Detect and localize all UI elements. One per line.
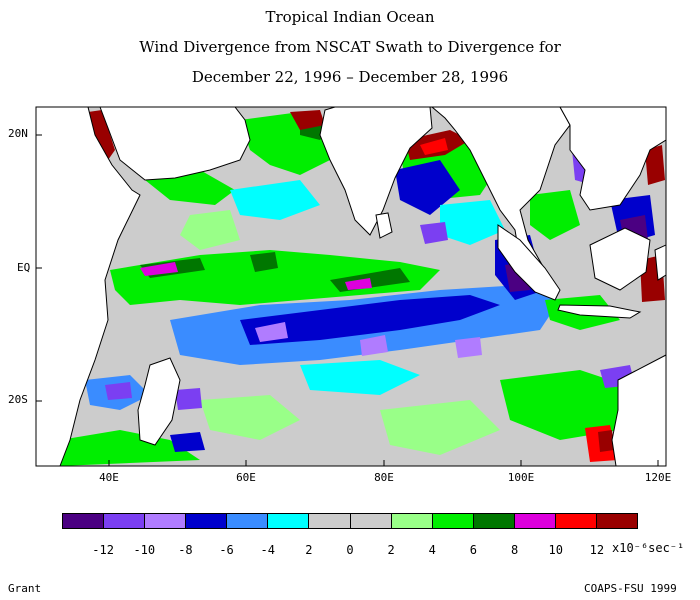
title-line-1: Tropical Indian Ocean xyxy=(265,8,435,26)
land-africa xyxy=(36,107,141,466)
colorbar-swatch xyxy=(309,514,351,528)
colorbar-level-label: -4 xyxy=(260,543,275,557)
field-red-nw xyxy=(88,110,115,160)
land-sri-lanka xyxy=(375,212,393,239)
field-lavender-south xyxy=(255,322,288,342)
colorbar-swatch xyxy=(597,514,638,528)
field-ltgreen-arabian xyxy=(180,210,240,250)
field-blue-south xyxy=(240,295,500,345)
colorbar-level-label: 2 xyxy=(387,543,395,557)
colorbar-swatch xyxy=(227,514,269,528)
field-magenta-eq xyxy=(140,262,178,276)
field-ltgreen-se xyxy=(380,400,500,455)
land-sulawesi xyxy=(654,244,666,281)
colorbar-level-label: 10 xyxy=(548,543,563,557)
land-borneo xyxy=(589,227,651,291)
map-frame xyxy=(35,106,667,467)
field-dkgreen-eq-2 xyxy=(250,252,278,272)
field-purple-sw xyxy=(105,382,132,400)
title-line-3: December 22, 1996 – December 28, 1996 xyxy=(191,68,509,86)
y-tick-20s: 20S xyxy=(8,393,28,406)
colorbar-swatch xyxy=(514,514,556,528)
colorbar xyxy=(62,513,638,529)
field-lavender-south-2 xyxy=(360,335,388,356)
colorbar-level-label: -6 xyxy=(219,543,234,557)
colorbar-level-label: 2 xyxy=(305,543,313,557)
field-ltgreen-sw xyxy=(200,395,300,440)
land-india xyxy=(319,107,433,236)
colorbar-swatch xyxy=(186,514,228,528)
colorbar-level-label: -10 xyxy=(133,543,156,557)
field-cyan-bengal xyxy=(440,200,505,245)
colorbar-level-label: 12 xyxy=(589,543,605,557)
colorbar-swatch xyxy=(350,514,392,528)
x-tick-120e: 120E xyxy=(644,471,672,484)
footer-credit: COAPS-FSU 1999 xyxy=(584,582,677,595)
colorbar-swatch xyxy=(391,514,433,528)
title-line-2: Wind Divergence from NSCAT Swath to Dive… xyxy=(139,38,561,56)
field-dkred-india xyxy=(290,110,325,130)
footer-author: Grant xyxy=(8,582,42,595)
land-sumatra xyxy=(497,224,561,301)
x-tick-80e: 80E xyxy=(374,471,394,484)
colorbar-level-label: 4 xyxy=(428,543,436,557)
field-green-sw xyxy=(60,430,200,466)
field-purple-bengal xyxy=(420,222,448,244)
colorbar-level-label: -12 xyxy=(92,543,114,557)
colorbar-units: x10⁻⁶sec⁻¹ xyxy=(612,541,685,555)
y-tick-eq: EQ xyxy=(17,261,31,274)
field-blue-bengal xyxy=(395,160,460,215)
colorbar-swatch xyxy=(473,514,515,528)
colorbar-swatch xyxy=(63,514,105,528)
colorbar-level-label: 0 xyxy=(346,543,354,557)
land-indochina xyxy=(559,107,666,211)
colorbar-swatch xyxy=(145,514,187,528)
field-blue-sw-2 xyxy=(170,432,205,452)
y-tick-20n: 20N xyxy=(8,127,28,140)
field-lavender-south-3 xyxy=(455,337,482,358)
x-tick-100e: 100E xyxy=(507,471,535,484)
colorbar-swatch xyxy=(432,514,474,528)
colorbar-level-label: 8 xyxy=(510,543,519,557)
field-cyan-south xyxy=(300,360,420,395)
land-java xyxy=(557,304,642,319)
x-tick-40e: 40E xyxy=(99,471,119,484)
land-madagascar xyxy=(137,357,181,446)
colorbar-swatch xyxy=(268,514,310,528)
axis-ticks xyxy=(36,134,659,466)
field-dkred-se xyxy=(598,430,614,452)
field-green-sumatra xyxy=(530,190,580,240)
field-magenta-eq-2 xyxy=(345,278,372,290)
field-red-ne xyxy=(645,145,665,185)
colorbar-swatch xyxy=(555,514,598,528)
x-tick-60e: 60E xyxy=(236,471,256,484)
colorbar-swatch xyxy=(104,514,146,528)
land-arabia xyxy=(88,107,251,181)
field-red-bengal-2 xyxy=(420,138,448,155)
colorbar-level-label: -8 xyxy=(178,543,193,557)
colorbar-level-label: 6 xyxy=(469,543,478,557)
field-cyan-arabian xyxy=(230,180,320,220)
land-australia xyxy=(611,354,666,466)
field-purple-sw-2 xyxy=(175,388,202,410)
